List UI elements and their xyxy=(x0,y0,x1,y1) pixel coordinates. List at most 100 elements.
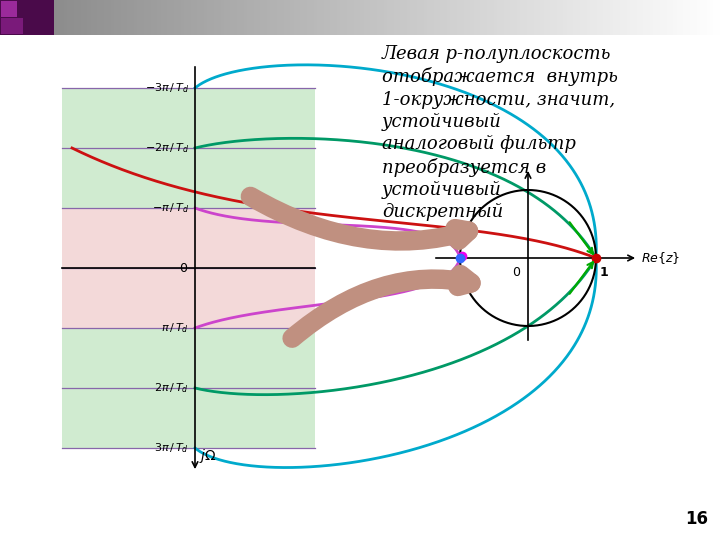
Bar xyxy=(557,0,561,35)
Bar xyxy=(111,0,114,35)
Bar xyxy=(330,0,335,35)
Bar xyxy=(237,0,241,35)
Bar xyxy=(217,0,221,35)
Bar xyxy=(387,0,391,35)
Bar xyxy=(148,0,151,35)
Bar xyxy=(550,0,554,35)
Bar xyxy=(341,0,344,35)
Bar xyxy=(107,0,112,35)
Bar xyxy=(354,0,358,35)
Bar xyxy=(1,1,17,17)
Bar xyxy=(423,0,428,35)
Bar xyxy=(184,0,188,35)
Bar xyxy=(197,0,201,35)
Bar xyxy=(660,0,664,35)
Text: 16: 16 xyxy=(685,510,708,528)
Bar xyxy=(127,0,131,35)
Bar xyxy=(214,0,218,35)
Bar xyxy=(560,0,564,35)
Bar xyxy=(54,0,58,35)
Bar xyxy=(407,0,411,35)
Bar xyxy=(101,0,104,35)
Bar xyxy=(673,0,678,35)
Bar xyxy=(447,0,451,35)
Bar xyxy=(477,0,481,35)
Bar xyxy=(150,0,155,35)
Bar xyxy=(181,0,184,35)
Bar xyxy=(224,0,228,35)
Bar xyxy=(274,0,278,35)
Text: Левая p-полуплоскость
отображается  внутрь
1-окружности, значит,
устойчивый
анал: Левая p-полуплоскость отображается внутр… xyxy=(382,45,618,221)
Bar xyxy=(440,0,444,35)
Bar xyxy=(706,0,711,35)
Bar xyxy=(124,0,128,35)
Bar xyxy=(177,0,181,35)
Bar xyxy=(64,0,68,35)
Bar xyxy=(497,0,501,35)
Bar xyxy=(580,0,584,35)
Bar xyxy=(200,0,204,35)
Bar xyxy=(384,0,388,35)
Bar xyxy=(527,0,531,35)
Bar xyxy=(264,0,268,35)
Bar xyxy=(81,0,85,35)
Bar xyxy=(267,0,271,35)
Bar xyxy=(410,0,415,35)
Bar xyxy=(467,0,471,35)
Bar xyxy=(0,0,54,35)
Bar xyxy=(343,0,348,35)
Bar xyxy=(624,0,627,35)
Bar xyxy=(630,0,634,35)
Bar xyxy=(121,0,125,35)
Bar xyxy=(663,0,667,35)
Bar xyxy=(650,0,654,35)
Bar xyxy=(513,0,518,35)
Bar xyxy=(431,0,434,35)
Bar xyxy=(310,0,315,35)
Bar xyxy=(470,0,474,35)
Bar xyxy=(261,0,264,35)
Bar xyxy=(457,0,461,35)
Bar xyxy=(244,0,248,35)
Bar xyxy=(617,0,621,35)
Text: $3\pi\,/\,T_d$: $3\pi\,/\,T_d$ xyxy=(154,441,189,455)
Bar xyxy=(610,0,614,35)
Bar xyxy=(507,0,511,35)
Bar xyxy=(600,0,604,35)
Bar xyxy=(693,0,698,35)
Bar xyxy=(680,0,684,35)
Bar xyxy=(590,0,594,35)
Bar xyxy=(117,0,121,35)
Bar xyxy=(290,0,294,35)
Bar xyxy=(300,0,305,35)
Bar xyxy=(417,0,421,35)
Bar xyxy=(77,0,81,35)
Bar xyxy=(634,0,637,35)
Bar xyxy=(167,0,171,35)
Bar xyxy=(191,0,194,35)
Bar xyxy=(71,0,75,35)
Bar xyxy=(140,0,145,35)
Bar xyxy=(68,0,71,35)
Bar xyxy=(281,0,284,35)
Bar xyxy=(94,0,98,35)
Bar xyxy=(626,0,631,35)
Bar xyxy=(62,88,315,208)
Bar xyxy=(510,0,514,35)
Bar xyxy=(277,0,282,35)
Bar xyxy=(324,0,328,35)
Bar xyxy=(683,0,688,35)
Bar xyxy=(613,0,618,35)
Bar xyxy=(517,0,521,35)
Text: $-2\pi\,/\,T_d$: $-2\pi\,/\,T_d$ xyxy=(145,141,189,155)
Bar xyxy=(228,0,231,35)
Bar xyxy=(450,0,454,35)
Bar xyxy=(307,0,311,35)
Bar xyxy=(667,0,671,35)
Bar xyxy=(657,0,661,35)
Bar xyxy=(544,0,547,35)
Bar xyxy=(91,0,95,35)
Bar xyxy=(677,0,681,35)
Bar xyxy=(697,0,701,35)
Bar xyxy=(644,0,647,35)
